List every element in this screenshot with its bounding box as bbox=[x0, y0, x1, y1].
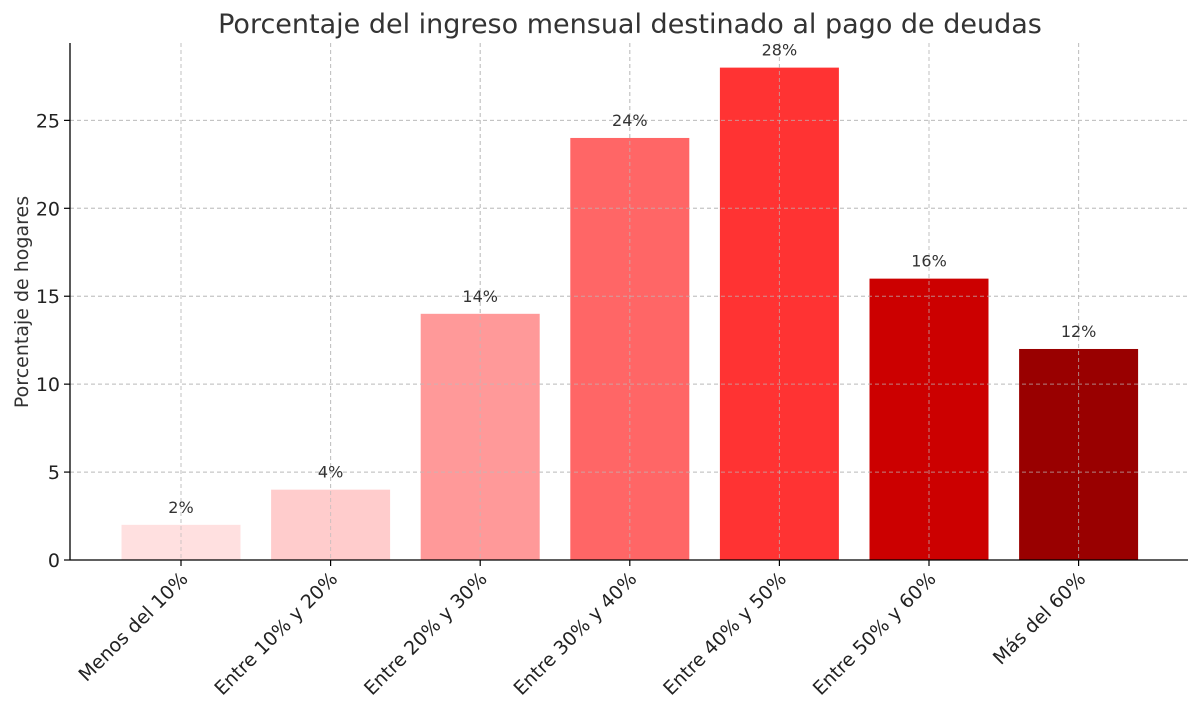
y-tick-label: 10 bbox=[36, 374, 60, 396]
data-label: 24% bbox=[612, 111, 648, 130]
bar bbox=[869, 278, 989, 560]
data-label: 4% bbox=[318, 463, 343, 482]
y-tick-label: 5 bbox=[48, 462, 60, 484]
y-axis-label: Porcentaje de hogares bbox=[11, 196, 33, 408]
x-tick-label: Entre 20% y 30% bbox=[360, 568, 492, 700]
bars bbox=[70, 43, 1188, 561]
chart-title: Porcentaje del ingreso mensual destinado… bbox=[218, 9, 1042, 40]
axes bbox=[64, 43, 1188, 566]
x-tick-label: Entre 10% y 20% bbox=[210, 568, 342, 700]
x-tick-label: Menos del 10% bbox=[74, 568, 192, 686]
data-label: 14% bbox=[462, 287, 498, 306]
y-tick-label: 20 bbox=[36, 198, 60, 220]
x-tick-label: Más del 60% bbox=[989, 568, 1090, 669]
y-tick-label: 0 bbox=[48, 550, 60, 572]
data-label: 16% bbox=[911, 252, 947, 271]
y-tick-label: 25 bbox=[36, 110, 60, 132]
data-label: 2% bbox=[168, 498, 193, 517]
x-tick-label: Entre 50% y 60% bbox=[809, 568, 941, 700]
data-label: 28% bbox=[762, 41, 798, 60]
data-label: 12% bbox=[1061, 322, 1097, 341]
x-tick-label: Entre 40% y 50% bbox=[659, 568, 791, 700]
bar bbox=[570, 137, 690, 561]
x-tick-label: Entre 30% y 40% bbox=[510, 568, 642, 700]
y-tick-label: 15 bbox=[36, 286, 60, 308]
